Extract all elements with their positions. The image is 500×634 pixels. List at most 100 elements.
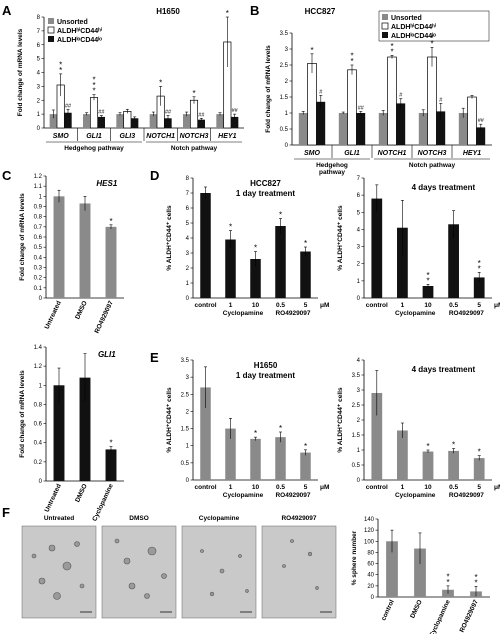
x-group-label-E1: RO4929097 [275,492,310,499]
significance-mark-E2: * [478,448,481,457]
x-tick-label-B: SMO [304,150,321,157]
x-tick-label-D2: 1 [401,302,405,309]
x-tick-label-A: GLI1 [86,133,102,140]
y-tick-label-E2: 3 [357,388,361,394]
x-tick-label-D1: 1 [229,302,233,309]
bar-D1 [300,251,311,298]
bar-F [386,541,398,597]
y-tick-label-B: 3.5 [280,31,289,37]
bar-D2 [473,277,485,298]
bar-B [307,63,317,146]
y-tick-label-E2: 3.5 [352,373,361,379]
significance-mark-D2: * [478,264,481,273]
significance-mark-D2: * [426,271,429,280]
bar-A [231,116,239,128]
y-tick-label-C1: 1.1 [34,184,43,190]
bar-A [123,110,132,129]
unit-label-D2: μM [494,302,500,309]
y-tick-label-D1: 1 [186,281,190,287]
y-tick-label-B: 2.5 [280,63,289,69]
sphere-spot [38,577,46,585]
bar-A [216,114,224,128]
x-tick-label-C2: Untreated [44,483,63,513]
bar-B [436,111,446,145]
bar-D2 [397,227,408,298]
y-tick-label-A: 6 [37,43,41,49]
y-axis-label-B: Fold change of mRNA levels [265,45,272,133]
panel-letter-D: D [150,168,159,183]
chart-subtitle-D1: 1 day treatment [236,189,295,198]
y-tick-label-C2: 1.4 [34,345,43,351]
y-tick-label-C2: 0.4 [34,441,43,447]
y-tick-label-C2: 0.8 [34,402,43,408]
significance-mark-B: * [430,34,433,43]
x-tick-label-C1: DMSO [74,300,89,321]
y-tick-label-F: 0 [371,595,375,601]
x-tick-label-D2: 10 [424,302,432,309]
y-tick-label-D2: 5 [357,210,361,216]
x-group-label-D1: Cyclopamine [223,310,264,317]
group-label-B: Notch pathway [409,162,456,169]
micrograph-label: Untreated [44,515,74,522]
bar-C2 [53,385,65,481]
panel-letter-B: B [250,3,259,18]
sphere-spot [245,589,249,593]
sphere-spot [79,583,85,589]
chart-title-B: HCC827 [305,7,336,16]
y-tick-label-D1: 7 [186,191,190,197]
bar-A [149,114,157,128]
y-tick-label-E2: 1.5 [352,433,361,439]
legend-label-A: ALDHˡᵒCD44ˡᵒ [57,37,102,44]
bar-C1 [105,226,117,298]
y-tick-label-E2: 2.5 [352,403,361,409]
bar-D1 [225,239,236,298]
y-tick-label-D2: 6 [357,193,361,199]
x-tick-label-E2: 5 [477,484,481,491]
x-tick-label-B: HEY1 [463,150,481,157]
significance-mark-B: # [319,89,323,95]
x-group-label-E2: Cyclopamine [395,492,436,499]
bar-B [418,113,428,145]
sphere-spot [147,546,157,556]
x-group-label-D2: RO4929097 [449,310,484,317]
chart-title-D2: 4 days treatment [412,183,476,192]
sphere-spot [53,592,61,600]
y-tick-label-E1: 0 [186,478,190,484]
chart-E2: 0 0.5 1 1.5 2 2.5 3 3.5 4 % ALDH⁺CD44⁺ cells contr… [337,358,500,499]
y-tick-label-E1: 3 [186,375,190,381]
y-tick-label-D1: 4 [186,236,190,242]
y-tick-label-A: 5 [37,57,41,63]
significance-mark-B: * [390,42,393,51]
significance-mark-A: ## [98,110,105,116]
x-tick-label-F: RO4929097 [459,599,480,634]
chart-C1: 0 0.1 0.2 0.3 0.4 0.5 0.6 0.7 0.8 0.9 1 1.1 1.2 Fold … [19,174,124,335]
y-tick-label-C2: 1 [39,383,43,389]
x-tick-label-E1: control [194,484,216,491]
bar-A [116,114,124,128]
y-tick-label-C2: 0.6 [34,422,43,428]
bar-B [476,127,486,145]
bar-A [183,114,191,128]
y-tick-label-A: 3 [37,84,41,90]
panel-letter-A: A [2,3,12,18]
significance-mark-B: * [350,52,353,61]
bar-D1 [275,226,286,298]
y-tick-label-D1: 8 [186,176,190,182]
sphere-spot [282,564,286,568]
x-tick-label-A: NOTCH3 [180,133,209,140]
significance-mark-E1: * [254,429,257,438]
significance-mark-E1: * [279,424,282,433]
y-tick-label-D2: 0 [357,296,361,302]
y-tick-label-F: 60 [367,562,374,568]
y-tick-label-E1: 0.5 [181,461,190,467]
legend-label-B: Unsorted [391,15,422,22]
y-tick-label-F: 140 [364,517,375,523]
y-tick-label-C1: 1.2 [34,174,43,180]
significance-mark-F: * [446,578,449,587]
significance-mark-E2: * [426,442,429,451]
bar-D2 [422,286,434,298]
y-tick-label-C1: 0.5 [34,245,43,251]
x-group-label-D2: Cyclopamine [395,310,436,317]
y-tick-label-E2: 0.5 [352,463,361,469]
y-tick-label-E2: 4 [357,358,361,364]
